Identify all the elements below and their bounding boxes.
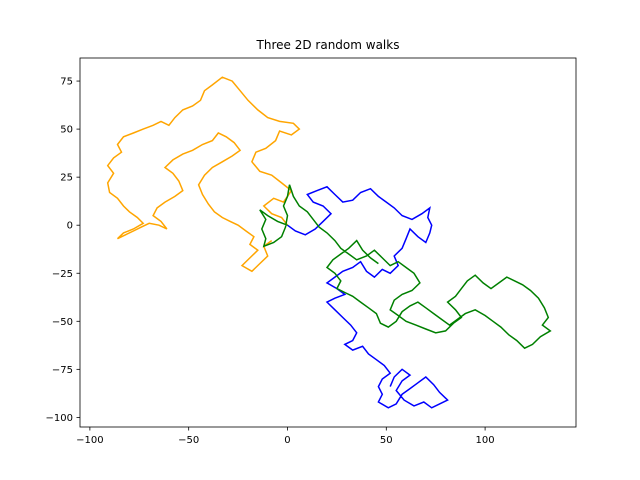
x-tick-label: 50 [380,435,393,446]
y-tick-label: −50 [52,317,73,328]
walk-series-2 [287,185,449,409]
axes-frame [79,57,577,428]
y-tick-label: −75 [52,365,73,376]
y-tick-label: 25 [60,173,73,184]
x-tick-label: −50 [178,435,199,446]
x-tick-label: 0 [284,435,290,446]
y-tick-label: −100 [46,413,73,424]
chart-title: Three 2D random walks [256,38,400,52]
walk-series-1 [106,76,301,273]
y-tick-label: 75 [60,77,73,88]
plot-area [106,76,552,409]
y-tick-label: 50 [60,125,73,136]
x-tick-label: −100 [76,435,103,446]
walk-series-3 [259,184,552,350]
x-tick-label: 100 [476,435,495,446]
y-axis: −100 −75 −50 −25 0 25 50 75 [46,77,80,424]
y-tick-label: 0 [67,221,73,232]
y-tick-label: −25 [52,269,73,280]
x-axis: −100 −50 0 50 100 [76,427,495,446]
